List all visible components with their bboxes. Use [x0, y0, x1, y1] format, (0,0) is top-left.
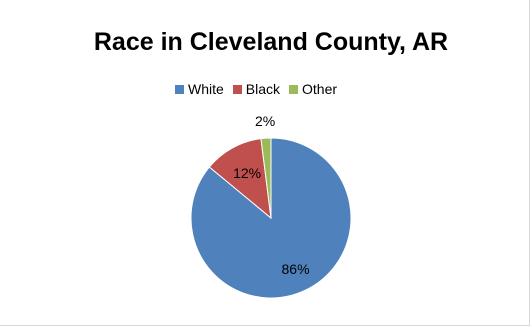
data-label-other: 2% [255, 113, 275, 129]
pie-slice-other [260, 137, 272, 219]
legend-item-white: White [175, 80, 224, 98]
pie-slices [190, 137, 352, 299]
legend-swatch-white [175, 84, 184, 94]
legend-swatch-black [232, 84, 242, 94]
legend-item-other: Other [289, 80, 337, 98]
pie-data-labels: 86% 12% 2% [233, 113, 309, 277]
chart-legend: White Black Other [175, 80, 346, 98]
legend-item-black: Black [232, 80, 281, 98]
legend-label-black: Black [245, 81, 281, 97]
data-label-white: 86% [282, 261, 310, 277]
legend-label-white: White [188, 81, 224, 97]
legend-swatch-other [289, 84, 299, 94]
legend-label-other: Other [302, 81, 338, 97]
chart-title: Race in Cleveland County, AR [93, 28, 449, 56]
data-label-black: 12% [233, 165, 261, 181]
pie-slice-black [208, 138, 272, 220]
